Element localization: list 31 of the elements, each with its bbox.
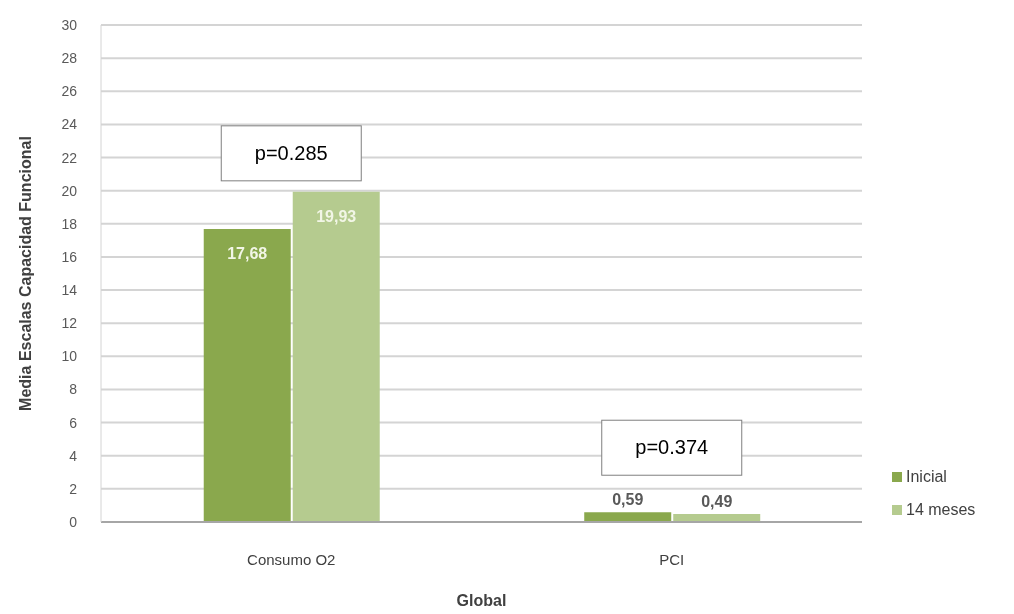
y-tick-label: 0 <box>69 513 78 530</box>
annotation: p=0.374 <box>635 436 709 459</box>
x-axis-title: Global <box>456 591 507 609</box>
y-tick-label: 28 <box>61 50 78 67</box>
bar <box>203 229 291 522</box>
y-tick-label: 20 <box>61 182 78 199</box>
y-tick-label: 6 <box>69 414 78 431</box>
y-axis-title: Media Escalas Capacidad Funcional <box>16 136 34 411</box>
y-tick-label: 2 <box>69 480 78 497</box>
y-tick-label: 12 <box>61 315 78 332</box>
y-tick-label: 24 <box>61 116 78 133</box>
y-tick-label: 14 <box>61 282 78 299</box>
legend-label: Inicial <box>906 467 947 486</box>
bar <box>292 191 380 522</box>
y-tick-label: 4 <box>69 447 78 464</box>
y-tick-label: 16 <box>61 248 78 265</box>
x-tick-label: Consumo O2 <box>247 550 336 568</box>
data-label: 0,49 <box>701 492 733 510</box>
y-tick-label: 30 <box>61 16 78 33</box>
data-label: 17,68 <box>227 244 268 262</box>
data-label: 0,59 <box>612 490 644 508</box>
y-tick-label: 22 <box>61 149 78 166</box>
legend-label: 14 meses <box>906 500 976 519</box>
x-tick-label: PCI <box>659 550 685 568</box>
annotation: p=0.285 <box>254 141 328 164</box>
y-tick-label: 8 <box>69 381 78 398</box>
y-tick-label: 10 <box>61 348 78 365</box>
bar <box>584 512 672 522</box>
y-tick-label: 18 <box>61 215 78 232</box>
y-tick-label: 26 <box>61 83 78 100</box>
data-label: 19,93 <box>316 207 357 225</box>
